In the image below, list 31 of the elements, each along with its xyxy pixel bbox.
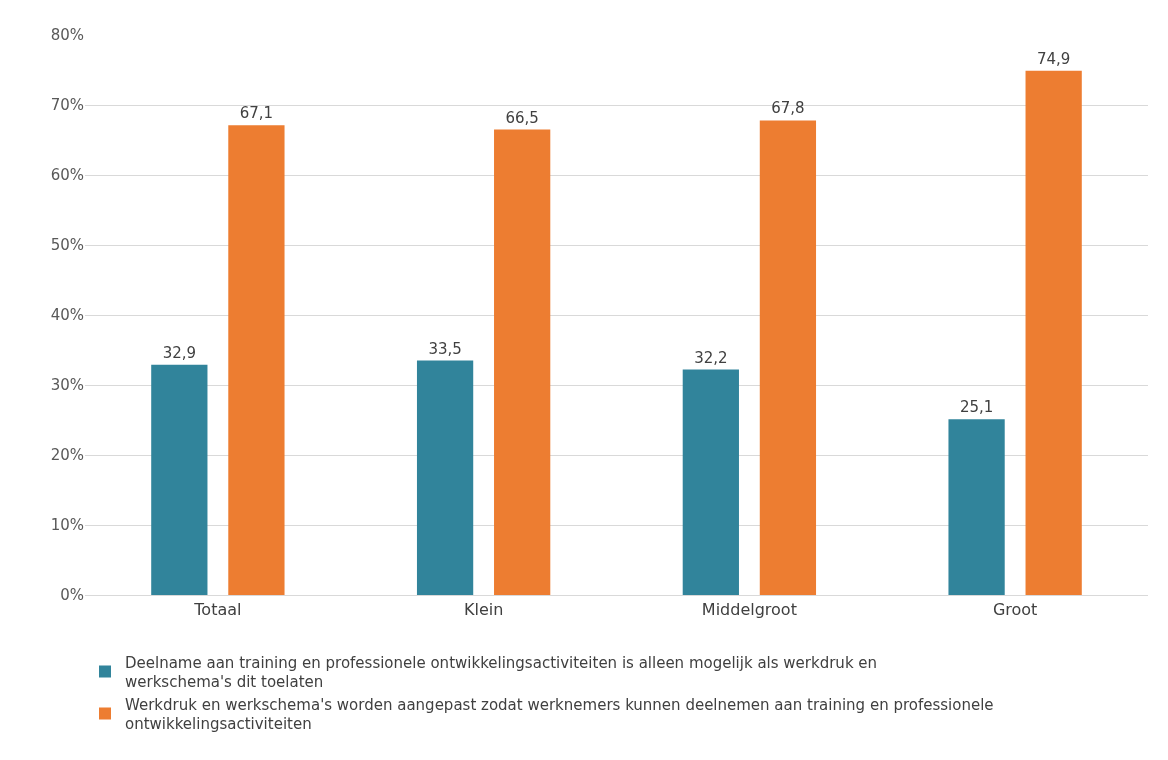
data-label: 74,9 bbox=[1036, 49, 1071, 68]
y-tick-label: 50% bbox=[50, 236, 84, 255]
data-label: 32,9 bbox=[162, 343, 197, 362]
bar bbox=[1025, 70, 1082, 595]
x-tick-label: Groot bbox=[992, 600, 1038, 620]
bar bbox=[494, 129, 551, 595]
data-label: 67,1 bbox=[239, 104, 274, 123]
y-tick-label: 60% bbox=[50, 166, 84, 185]
y-tick-label: 10% bbox=[50, 516, 84, 535]
data-label: 66,5 bbox=[505, 108, 539, 127]
x-tick-label: Klein bbox=[463, 600, 504, 620]
data-label: 33,5 bbox=[428, 339, 462, 358]
y-tick-label: 40% bbox=[50, 306, 84, 325]
y-tick-label: 80% bbox=[50, 26, 84, 45]
x-tick-label: Middelgroot bbox=[701, 600, 797, 620]
bar bbox=[948, 419, 1005, 595]
legend-label: Werkdruk en werkschema's worden aangepast zodat werknemers kunnen deelnemen aan training en professionele ontwikkelingsactiviteiten bbox=[125, 695, 994, 733]
bar bbox=[151, 364, 208, 595]
data-label: 25,1 bbox=[959, 398, 994, 417]
bar bbox=[228, 125, 285, 595]
y-tick-label: 0% bbox=[60, 586, 84, 605]
data-label: 67,8 bbox=[771, 99, 805, 118]
bar bbox=[416, 360, 474, 595]
legend-label: Deelname aan training en professionele ontwikkelingsactiviteiten is alleen mogelijk als werkdruk en werkschema's dit toelaten bbox=[125, 653, 878, 691]
data-label: 32,2 bbox=[694, 348, 728, 367]
y-tick-label: 30% bbox=[50, 376, 84, 395]
bar bbox=[759, 120, 817, 595]
bar bbox=[682, 369, 739, 595]
x-tick-label: Totaal bbox=[193, 600, 242, 620]
y-tick-label: 70% bbox=[50, 96, 84, 115]
y-tick-label: 20% bbox=[50, 446, 84, 465]
